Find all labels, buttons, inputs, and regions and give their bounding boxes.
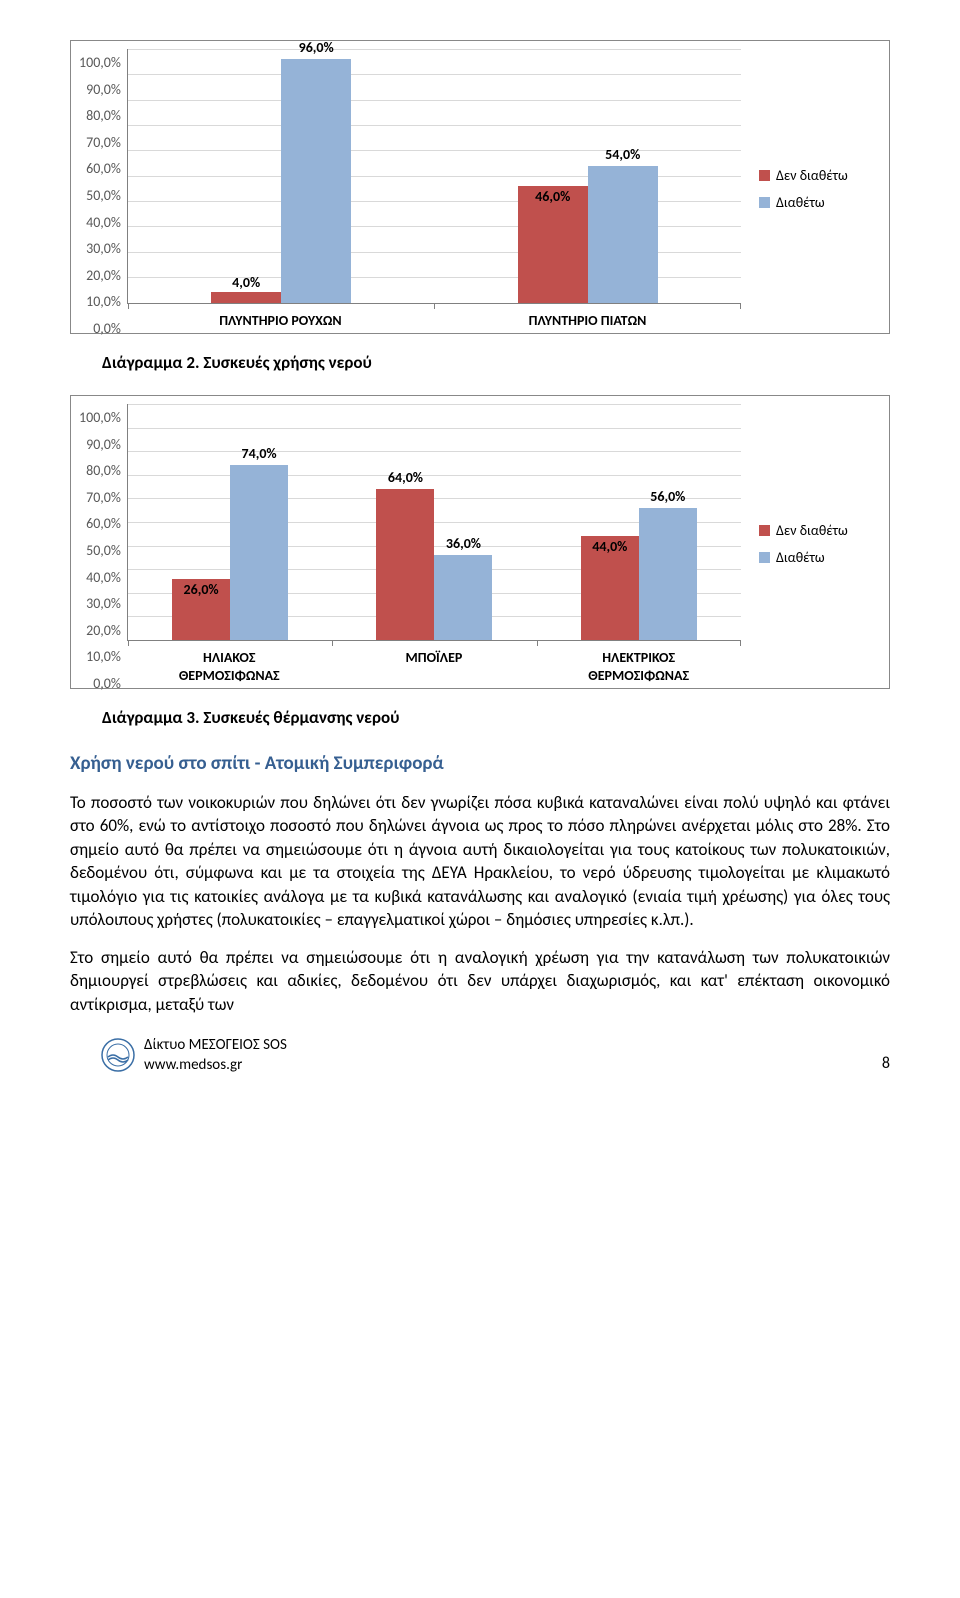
footer-text: Δίκτυο ΜΕΣΟΓΕΙΟΣ SOS www.medsos.gr — [144, 1036, 882, 1075]
legend-label-b: Διαθέτω — [776, 194, 825, 211]
bar-label: 56,0% — [650, 488, 685, 505]
footer-url: www.medsos.gr — [144, 1056, 242, 1074]
bar-series-b: 36,0% — [434, 555, 492, 640]
bar-series-a: 44,0% — [581, 536, 639, 640]
bar-label: 46,0% — [535, 188, 570, 205]
chart-2-plot: 26,0%74,0%64,0%36,0%44,0%56,0% — [127, 404, 741, 641]
bar-group: 4,0%96,0% — [128, 49, 435, 303]
bar-group: 26,0% 74,0% — [128, 404, 332, 640]
bar-series-a: 4,0% — [211, 292, 281, 302]
legend-swatch-b — [759, 197, 770, 208]
chart-2-groups: 26,0%74,0%64,0%36,0%44,0%56,0% — [128, 404, 741, 640]
chart-2: 100,0%90,0%80,0%70,0%60,0%50,0%40,0%30,0… — [79, 404, 881, 684]
chart-1-y-axis: 100,0%90,0%80,0%70,0%60,0%50,0%40,0%30,0… — [79, 49, 127, 329]
page-number: 8 — [882, 1054, 890, 1075]
bar-label: 36,0% — [446, 535, 481, 552]
legend-label-a: Δεν διαθέτω — [776, 167, 848, 184]
chart-1-x-labels: ΠΛΥΝΤΗΡΙΟ ΡΟΥΧΩΝΠΛΥΝΤΗΡΙΟ ΠΙΑΤΩΝ — [127, 312, 741, 330]
legend-item-a: Δεν διαθέτω — [759, 522, 881, 539]
paragraph-2: Στο σημείο αυτό θα πρέπει να σημειώσουμε… — [70, 946, 890, 1016]
chart-1-plot-wrap: 4,0%96,0%46,0%54,0% ΠΛΥΝΤΗΡΙΟ ΡΟΥΧΩΝΠΛΥΝ… — [127, 49, 741, 329]
legend-swatch-b — [759, 552, 770, 563]
chart-1-legend: Δεν διαθέτω Διαθέτω — [741, 49, 881, 329]
x-axis-label: ΜΠΟΪΛΕΡ — [332, 649, 537, 684]
legend-item-b: Διαθέτω — [759, 549, 881, 566]
footer-org: Δίκτυο ΜΕΣΟΓΕΙΟΣ SOS — [144, 1036, 287, 1054]
bar-group: 44,0% 56,0% — [537, 404, 741, 640]
bar-label: 64,0% — [388, 469, 423, 486]
bar-label: 26,0% — [184, 581, 219, 598]
chart-1-caption: Διάγραμμα 2. Συσκευές χρήσης νερού — [102, 352, 890, 373]
bar-series-b: 56,0% — [639, 508, 697, 640]
section-heading: Χρήση νερού στο σπίτι - Ατομική Συμπεριφ… — [70, 752, 890, 775]
chart-2-x-labels: ΗΛΙΑΚΟΣΘΕΡΜΟΣΙΦΩΝΑΣΜΠΟΪΛΕΡΗΛΕΚΤΡΙΚΟΣΘΕΡΜ… — [127, 649, 741, 684]
x-axis-label: ΗΛΕΚΤΡΙΚΟΣΘΕΡΜΟΣΙΦΩΝΑΣ — [536, 649, 741, 684]
bar-series-b: 54,0% — [588, 166, 658, 303]
x-axis-label: ΗΛΙΑΚΟΣΘΕΡΜΟΣΙΦΩΝΑΣ — [127, 649, 332, 684]
legend-item-b: Διαθέτω — [759, 194, 881, 211]
chart-2-caption: Διάγραμμα 3. Συσκευές θέρμανσης νερού — [102, 707, 890, 728]
x-axis-label: ΠΛΥΝΤΗΡΙΟ ΠΙΑΤΩΝ — [434, 312, 741, 330]
bar-group: 46,0% 54,0% — [434, 49, 741, 303]
bar-series-a: 26,0% — [172, 579, 230, 640]
chart-1-groups: 4,0%96,0%46,0%54,0% — [128, 49, 741, 303]
bar-group: 64,0%36,0% — [332, 404, 536, 640]
chart-2-legend: Δεν διαθέτω Διαθέτω — [741, 404, 881, 684]
chart-1: 100,0%90,0%80,0%70,0%60,0%50,0%40,0%30,0… — [79, 49, 881, 329]
bar-series-a: 46,0% — [518, 186, 588, 303]
bar-series-b: 96,0% — [281, 59, 351, 302]
legend-label-a: Δεν διαθέτω — [776, 522, 848, 539]
legend-swatch-a — [759, 170, 770, 181]
legend-label-b: Διαθέτω — [776, 549, 825, 566]
x-axis-label: ΠΛΥΝΤΗΡΙΟ ΡΟΥΧΩΝ — [127, 312, 434, 330]
paragraph-1: Το ποσοστό των νοικοκυριών που δηλώνει ό… — [70, 791, 890, 932]
document-page: 100,0%90,0%80,0%70,0%60,0%50,0%40,0%30,0… — [0, 0, 960, 1105]
bar-label: 4,0% — [232, 274, 260, 291]
bar-series-a: 64,0% — [376, 489, 434, 640]
chart-1-container: 100,0%90,0%80,0%70,0%60,0%50,0%40,0%30,0… — [70, 40, 890, 334]
bar-series-b: 74,0% — [230, 465, 288, 640]
chart-2-plot-wrap: 26,0%74,0%64,0%36,0%44,0%56,0% ΗΛΙΑΚΟΣΘΕ… — [127, 404, 741, 684]
bar-label: 96,0% — [299, 39, 334, 56]
bar-label: 54,0% — [605, 146, 640, 163]
bar-label: 44,0% — [592, 538, 627, 555]
chart-2-container: 100,0%90,0%80,0%70,0%60,0%50,0%40,0%30,0… — [70, 395, 890, 689]
legend-swatch-a — [759, 525, 770, 536]
sos-logo-icon — [100, 1037, 136, 1073]
legend-item-a: Δεν διαθέτω — [759, 167, 881, 184]
page-footer: Δίκτυο ΜΕΣΟΓΕΙΟΣ SOS www.medsos.gr 8 — [70, 1036, 890, 1075]
chart-2-y-axis: 100,0%90,0%80,0%70,0%60,0%50,0%40,0%30,0… — [79, 404, 127, 684]
bar-label: 74,0% — [242, 445, 277, 462]
chart-1-plot: 4,0%96,0%46,0%54,0% — [127, 49, 741, 304]
